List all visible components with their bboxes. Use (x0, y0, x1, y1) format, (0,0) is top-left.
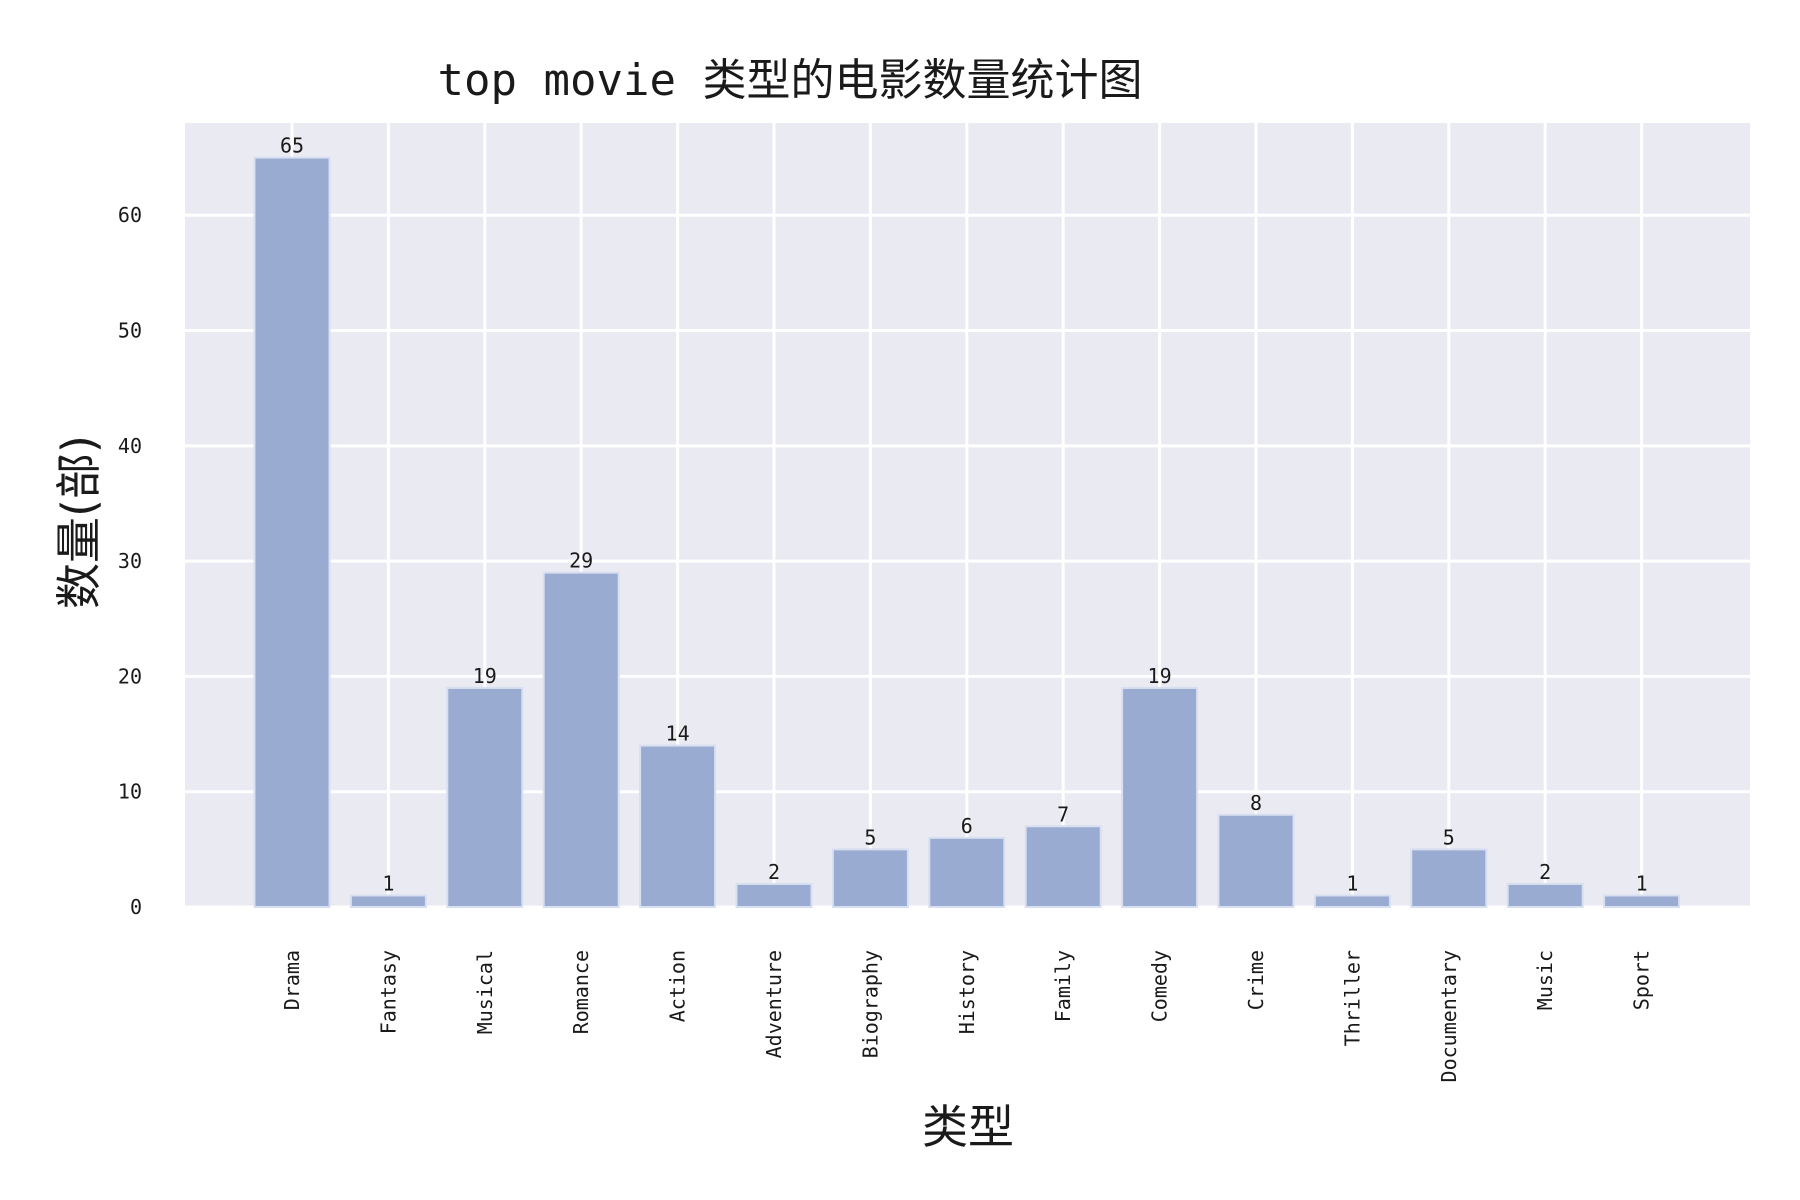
x-tick-label: Musical (473, 950, 497, 1034)
bar-romance (542, 571, 620, 908)
y-tick-label: 10 (118, 780, 142, 804)
x-tick-label: Family (1051, 950, 1075, 1022)
bar-crime (1217, 813, 1295, 908)
bar-thriller (1313, 894, 1391, 908)
y-tick-label: 50 (118, 319, 142, 343)
y-tick-label: 60 (118, 203, 142, 227)
data-label: 5 (1443, 825, 1455, 849)
data-label: 1 (1636, 871, 1648, 895)
data-label: 5 (864, 825, 876, 849)
data-label: 65 (280, 134, 304, 158)
data-label: 7 (1057, 802, 1069, 826)
x-tick-label: Drama (280, 950, 304, 1010)
y-tick-label: 0 (130, 895, 142, 919)
data-label: 1 (1346, 871, 1358, 895)
bar-music (1506, 882, 1584, 908)
bar-adventure (735, 882, 813, 908)
x-tick-labels: Drama Fantasy Musical Romance Action Adventur… (280, 950, 1654, 1082)
bar-biography (831, 848, 909, 909)
x-tick-label: Comedy (1148, 950, 1172, 1022)
x-tick-label: Romance (569, 950, 593, 1034)
data-label: 2 (768, 860, 780, 884)
data-label: 1 (382, 871, 394, 895)
y-tick-label: 20 (118, 664, 142, 688)
bar-comedy (1121, 686, 1199, 908)
bar-documentary (1410, 848, 1488, 909)
bar-action (639, 744, 717, 909)
x-tick-label: Action (666, 950, 690, 1022)
bar-fantasy (349, 894, 427, 908)
x-tick-label: Music (1533, 950, 1557, 1010)
y-tick-labels: 0 10 20 30 40 50 60 (118, 203, 142, 919)
y-tick-label: 30 (118, 549, 142, 573)
bars (253, 156, 1681, 909)
x-tick-label: Biography (858, 950, 882, 1058)
data-label: 2 (1539, 860, 1551, 884)
data-label: 6 (961, 814, 973, 838)
data-label: 19 (1148, 664, 1172, 688)
data-labels: 65 1 19 29 14 2 5 6 7 19 8 1 5 2 1 (280, 134, 1648, 896)
x-tick-label: Fantasy (376, 950, 400, 1034)
bar-musical (446, 686, 524, 908)
data-label: 14 (666, 722, 690, 746)
x-tick-label: Documentary (1437, 950, 1461, 1082)
bar-sport (1603, 894, 1681, 908)
y-tick-label: 40 (118, 434, 142, 458)
y-axis-label: 数量(部) (52, 435, 106, 609)
x-tick-label: Thriller (1340, 950, 1364, 1046)
bar-history (928, 836, 1006, 909)
bar-drama (253, 156, 331, 908)
data-label: 29 (569, 549, 593, 573)
x-tick-label: Crime (1244, 950, 1268, 1010)
chart-title: top movie 类型的电影数量统计图 (438, 55, 1143, 106)
x-tick-label: Adventure (762, 950, 786, 1058)
data-label: 19 (473, 664, 497, 688)
x-tick-label: Sport (1630, 950, 1654, 1010)
x-tick-label: History (955, 950, 979, 1034)
data-label: 8 (1250, 791, 1262, 815)
bar-family (1024, 825, 1102, 909)
x-axis-label: 类型 (922, 1100, 1014, 1154)
